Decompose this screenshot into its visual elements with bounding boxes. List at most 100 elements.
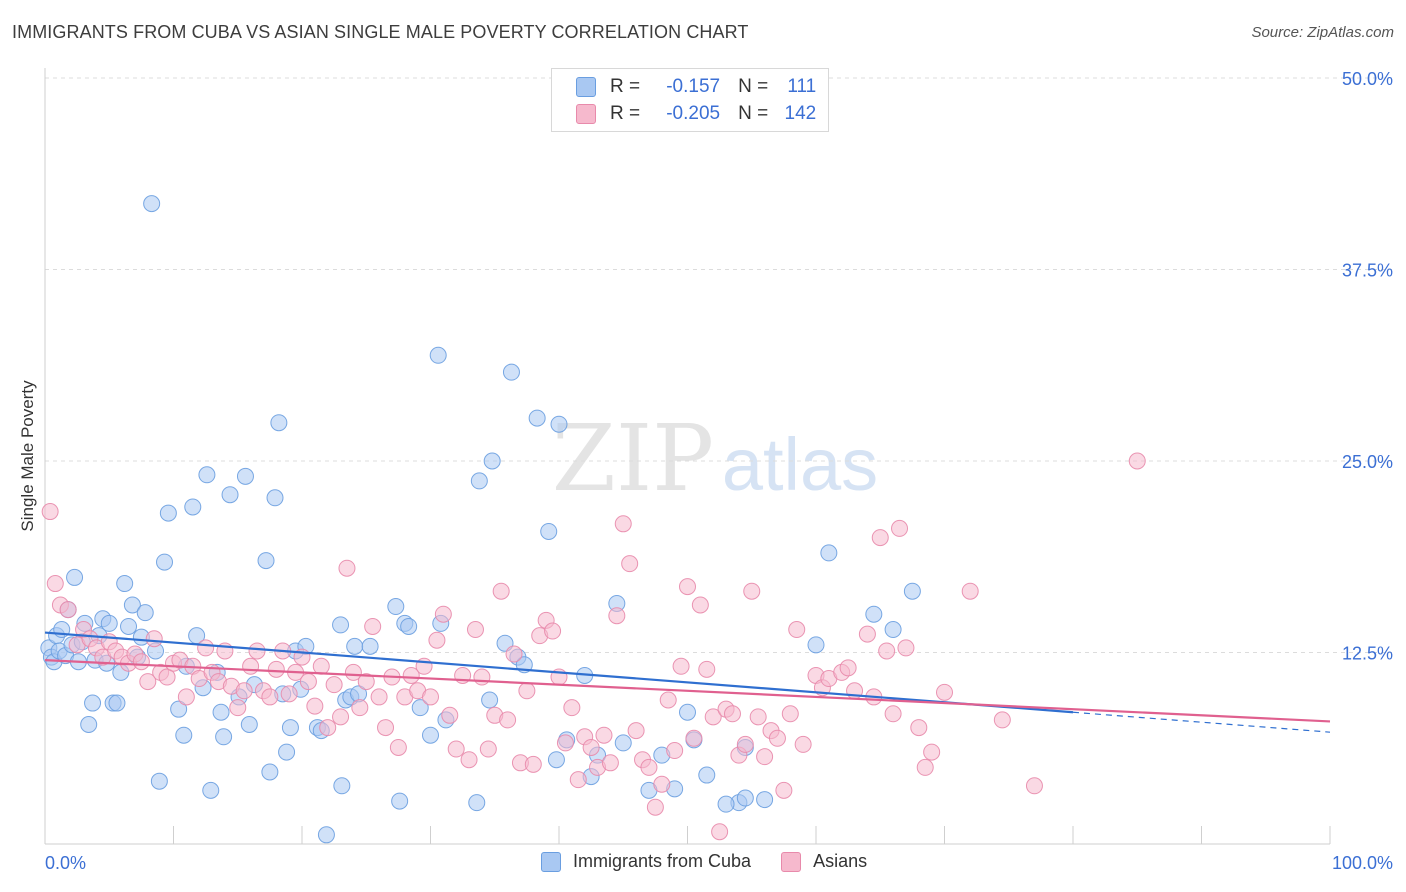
- data-point: [299, 673, 317, 691]
- data-point: [601, 754, 619, 772]
- data-point: [306, 697, 324, 715]
- data-point: [156, 553, 174, 571]
- data-point: [483, 452, 501, 470]
- data-point: [544, 622, 562, 640]
- data-point: [621, 555, 639, 573]
- data-point: [492, 582, 510, 600]
- data-point: [547, 751, 565, 769]
- series-label-cuba: Immigrants from Cuba: [573, 851, 752, 871]
- data-point: [698, 660, 716, 678]
- data-point: [158, 668, 176, 686]
- chart-source: Source: ZipAtlas.com: [1251, 24, 1394, 41]
- data-point: [871, 529, 889, 547]
- data-point: [441, 706, 459, 724]
- data-point: [278, 743, 296, 761]
- data-point: [470, 472, 488, 490]
- data-point: [198, 466, 216, 484]
- series-swatch-pink: [781, 851, 802, 872]
- legend-n-value: 142: [784, 103, 817, 124]
- data-point: [884, 621, 902, 639]
- legend-row-asians: R = -0.205 N = 142: [576, 102, 816, 126]
- data-point: [150, 772, 168, 790]
- data-point: [338, 559, 356, 577]
- data-point: [563, 699, 581, 717]
- legend-swatch-blue: [576, 77, 596, 97]
- data-point: [159, 504, 177, 522]
- data-point: [221, 486, 239, 504]
- data-point: [261, 763, 279, 781]
- data-point: [736, 789, 754, 807]
- data-point: [59, 601, 77, 619]
- data-point: [1128, 452, 1146, 470]
- data-point: [325, 676, 343, 694]
- legend-row-cuba: R = -0.157 N = 111: [576, 75, 816, 99]
- data-point: [422, 726, 439, 744]
- data-point: [100, 614, 118, 632]
- data-point: [481, 691, 499, 709]
- data-point: [528, 409, 546, 427]
- data-point: [884, 705, 902, 723]
- data-point: [936, 683, 953, 701]
- data-point: [429, 346, 447, 364]
- data-point: [646, 798, 664, 816]
- data-point: [640, 758, 658, 776]
- data-point: [768, 729, 786, 747]
- trend-line-blue: [44, 631, 1074, 714]
- data-point: [923, 743, 941, 761]
- data-point: [505, 645, 523, 663]
- data-point: [627, 722, 645, 740]
- data-point: [202, 781, 220, 799]
- data-point: [756, 748, 774, 766]
- trend-line-pink: [44, 659, 1331, 723]
- trend-line-extension-blue: [1072, 711, 1331, 733]
- y-tick-label: 50.0%: [1342, 69, 1393, 89]
- data-point: [116, 575, 134, 593]
- data-point: [499, 711, 517, 729]
- data-point: [136, 604, 154, 622]
- data-point: [679, 578, 696, 596]
- data-point: [80, 716, 98, 734]
- data-point: [473, 668, 491, 686]
- data-point: [333, 777, 351, 795]
- data-point: [132, 653, 150, 671]
- data-point: [123, 596, 141, 614]
- data-point: [197, 639, 215, 657]
- data-point: [794, 735, 812, 753]
- data-point: [257, 552, 275, 570]
- data-point: [229, 699, 247, 717]
- series-label-asians: Asians: [813, 851, 868, 871]
- data-point: [145, 630, 163, 648]
- data-point: [344, 663, 362, 681]
- data-point: [400, 617, 418, 635]
- data-point: [242, 657, 260, 675]
- legend-n-value: 111: [787, 76, 817, 97]
- data-point: [723, 705, 741, 723]
- data-point: [364, 617, 382, 635]
- data-point: [878, 642, 896, 660]
- data-point: [270, 414, 288, 432]
- data-point: [468, 794, 486, 812]
- data-point: [865, 605, 883, 623]
- data-point: [788, 621, 806, 639]
- data-point: [993, 711, 1011, 729]
- data-point: [479, 740, 497, 758]
- data-point: [807, 636, 825, 654]
- x-tick-label: 100.0%: [1332, 853, 1393, 873]
- data-point: [357, 673, 375, 691]
- data-point: [704, 708, 722, 726]
- data-point: [411, 699, 429, 717]
- data-point: [261, 688, 279, 706]
- data-point: [170, 700, 188, 718]
- data-point: [215, 728, 233, 746]
- data-point: [595, 726, 613, 744]
- data-point: [502, 363, 520, 381]
- legend-n-label: N =: [738, 76, 769, 97]
- data-point: [317, 826, 335, 844]
- data-point: [858, 625, 876, 643]
- data-point: [743, 582, 761, 600]
- data-point: [891, 519, 909, 537]
- data-point: [66, 568, 84, 586]
- data-point: [781, 705, 799, 723]
- data-point: [422, 688, 439, 706]
